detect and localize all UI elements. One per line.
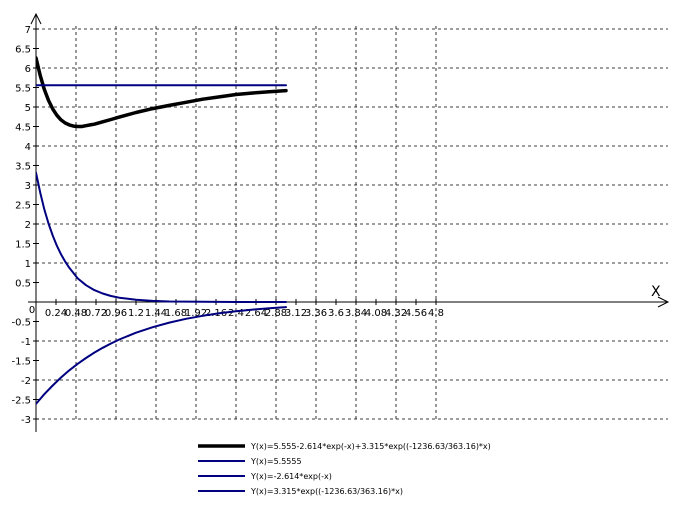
y-tick-label: 3.5 xyxy=(15,162,31,173)
x-tick-label: 3.36 xyxy=(305,308,327,319)
y-tick-label: 7 xyxy=(25,25,31,36)
x-tick-label: 1.44 xyxy=(145,308,167,319)
y-tick-label: 4.5 xyxy=(15,123,31,134)
y-tick-label: -1 xyxy=(21,337,31,348)
axes xyxy=(28,12,670,432)
y-tick-label: -2 xyxy=(21,376,31,387)
y-tick-label: 3 xyxy=(25,181,31,192)
y-tick-label: 6 xyxy=(25,64,31,75)
y-axis-arrow xyxy=(30,12,42,25)
legend-label-1: Y(x)=5.555-2.614*exp(-x)+3.315*exp((-123… xyxy=(250,442,491,451)
x-tick-label: 1.2 xyxy=(128,308,144,319)
y-tick-label: 1 xyxy=(25,259,31,270)
y-tick-label: 1.5 xyxy=(15,240,31,251)
y-tick-label: 6.5 xyxy=(15,45,31,56)
series-lines xyxy=(36,56,288,405)
x-tick-label: 0.24 xyxy=(45,308,67,319)
x-tick-label: 0.96 xyxy=(105,308,127,319)
y-tick-label: -2.5 xyxy=(11,396,31,407)
x-tick-label: 1.68 xyxy=(165,308,187,319)
x-tick-label: 3.6 xyxy=(328,308,344,319)
x-axis-label: X xyxy=(651,284,661,300)
x-tick-label: 3.84 xyxy=(345,308,367,319)
series-line-4 xyxy=(36,171,287,303)
y-tick-label: -0.5 xyxy=(11,318,31,329)
legend-label-2: Y(x)=5.5555 xyxy=(250,457,302,466)
y-tick-labels: 7 6.5 6 5.5 5 4.5 4 3.5 3 2.5 2 1.5 1 0.5 -0.5 -1 -1.5 -2… xyxy=(11,25,39,426)
y-tick-label: 2 xyxy=(25,220,31,231)
x-tick-label: 1.92 xyxy=(185,308,207,319)
legend-label-3: Y(x)=-2.614*exp(-x) xyxy=(250,472,332,481)
x-tick-label: 0.72 xyxy=(85,308,107,319)
x-tick-label: 4.56 xyxy=(405,308,427,319)
x-tick-label: 2.88 xyxy=(265,308,287,319)
origin-label: 0 xyxy=(29,305,35,316)
x-tick-label: 4.32 xyxy=(385,308,407,319)
series-line-1 xyxy=(36,56,288,129)
x-axis-arrow xyxy=(657,296,670,308)
y-tick-label: 4 xyxy=(25,142,31,153)
y-tick-label: -3 xyxy=(21,415,31,426)
x-tick-label: 2.4 xyxy=(228,308,244,319)
y-tick-label: 2.5 xyxy=(15,201,31,212)
y-tick-label: 5 xyxy=(25,103,31,114)
x-tick-label: 0.48 xyxy=(65,308,87,319)
x-tick-label: 4.8 xyxy=(428,308,444,319)
legend: Y(x)=5.555-2.614*exp(-x)+3.315*exp((-123… xyxy=(198,442,491,496)
x-tick-label: 4.08 xyxy=(365,308,387,319)
y-tick-label: 0.5 xyxy=(15,279,31,290)
series-line-3 xyxy=(36,306,287,405)
legend-label-4: Y(x)=3.315*exp((-1236.63/363.16)*x) xyxy=(250,487,403,496)
y-tick-label: 5.5 xyxy=(15,84,31,95)
x-tick-label: 3.12 xyxy=(285,308,307,319)
y-tick-label: -1.5 xyxy=(11,357,31,368)
x-tick-label: 2.64 xyxy=(245,308,267,319)
